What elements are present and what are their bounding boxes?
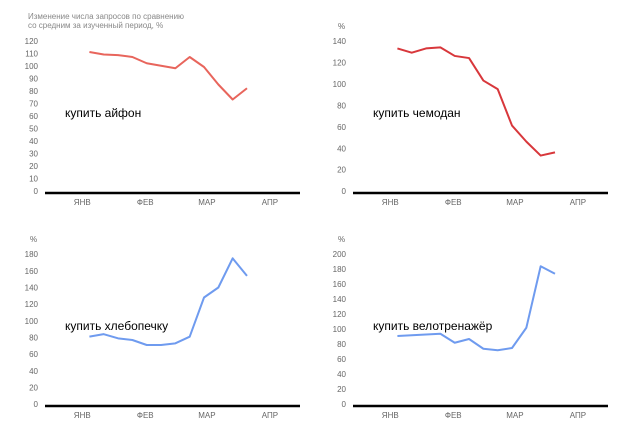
x-tick-label: МАР bbox=[506, 411, 523, 420]
y-tick-label: 80 bbox=[29, 87, 38, 96]
chart-label: купить велотренажёр bbox=[373, 319, 493, 333]
y-tick-label: 20 bbox=[29, 162, 38, 171]
y-tick-label: 160 bbox=[25, 267, 39, 276]
y-tick-label: 140 bbox=[25, 283, 39, 292]
x-tick-label: АПР bbox=[262, 411, 278, 420]
x-tick-label: ФЕВ bbox=[137, 198, 154, 207]
y-tick-label: 120 bbox=[333, 310, 347, 319]
chart-label: купить хлебопечку bbox=[65, 319, 168, 333]
y-tick-label: 60 bbox=[337, 355, 346, 364]
y-tick-label: 0 bbox=[342, 187, 347, 196]
y-tick-label: 30 bbox=[29, 150, 38, 159]
y-axis-label: % bbox=[338, 235, 345, 244]
y-tick-label: 70 bbox=[29, 100, 38, 109]
y-tick-label: 100 bbox=[25, 317, 39, 326]
x-tick-label: ЯНВ bbox=[74, 411, 91, 420]
y-tick-label: 140 bbox=[333, 295, 347, 304]
note: со средним за изученный период, % bbox=[28, 21, 163, 30]
y-tick-label: 180 bbox=[333, 265, 347, 274]
y-tick-label: 100 bbox=[333, 80, 347, 89]
y-tick-label: 0 bbox=[342, 400, 347, 409]
y-tick-label: 180 bbox=[25, 250, 39, 259]
y-tick-label: 120 bbox=[333, 59, 347, 68]
y-tick-label: 90 bbox=[29, 75, 38, 84]
x-tick-label: ЯНВ bbox=[382, 411, 399, 420]
y-tick-label: 50 bbox=[29, 125, 38, 134]
y-tick-label: 40 bbox=[337, 370, 346, 379]
y-tick-label: 100 bbox=[333, 325, 347, 334]
y-tick-label: 60 bbox=[337, 123, 346, 132]
x-tick-label: АПР bbox=[570, 198, 586, 207]
x-tick-label: МАР bbox=[198, 198, 215, 207]
y-axis-label: % bbox=[338, 22, 345, 31]
x-tick-label: АПР bbox=[570, 411, 586, 420]
y-tick-label: 0 bbox=[34, 400, 39, 409]
y-tick-label: 160 bbox=[333, 280, 347, 289]
y-tick-label: 80 bbox=[29, 333, 38, 342]
series-line bbox=[89, 257, 248, 346]
y-tick-label: 20 bbox=[337, 385, 346, 394]
x-tick-label: ЯНВ bbox=[382, 198, 399, 207]
x-tick-label: ФЕВ bbox=[445, 198, 462, 207]
note: Изменение числа запросов по сравнению bbox=[28, 12, 184, 21]
series-line bbox=[397, 46, 556, 157]
x-tick-label: МАР bbox=[198, 411, 215, 420]
chart-label: купить айфон bbox=[65, 106, 141, 120]
y-tick-label: 100 bbox=[25, 62, 39, 71]
y-tick-label: 10 bbox=[29, 175, 38, 184]
y-tick-label: 20 bbox=[337, 166, 346, 175]
y-tick-label: 140 bbox=[333, 37, 347, 46]
y-axis-label: % bbox=[30, 235, 37, 244]
x-tick-label: ФЕВ bbox=[445, 411, 462, 420]
y-tick-label: 0 bbox=[34, 187, 39, 196]
y-tick-label: 80 bbox=[337, 340, 346, 349]
y-tick-label: 60 bbox=[29, 350, 38, 359]
y-tick-label: 80 bbox=[337, 101, 346, 110]
y-tick-label: 120 bbox=[25, 37, 39, 46]
x-tick-label: МАР bbox=[506, 198, 523, 207]
y-tick-label: 60 bbox=[29, 112, 38, 121]
chart-panel: 0 10 20 30 40 50 60 70 80 90 100 110 120 ЯНВ ФЕВ МАР АПР… bbox=[25, 12, 300, 207]
chart-panel: 0 20 40 60 80 100 120 140 ЯНВ ФЕВ МАР АПР купить чем… bbox=[333, 22, 608, 207]
series-line bbox=[89, 51, 248, 101]
chart-panel: 0 20 40 60 80 100 120 140 160 180 ЯНВ ФЕВ МАР АПР купи… bbox=[25, 235, 300, 420]
y-tick-label: 40 bbox=[337, 144, 346, 153]
x-tick-label: ФЕВ bbox=[137, 411, 154, 420]
chart-panel: 0 20 40 60 80 100 120 140 160 180 200 ЯНВ ФЕВ МАР АПР к… bbox=[333, 235, 608, 420]
x-tick-label: ЯНВ bbox=[74, 198, 91, 207]
y-tick-label: 40 bbox=[29, 367, 38, 376]
y-tick-label: 40 bbox=[29, 137, 38, 146]
x-tick-label: АПР bbox=[262, 198, 278, 207]
series-line bbox=[397, 265, 556, 352]
y-tick-label: 200 bbox=[333, 250, 347, 259]
chart-label: купить чемодан bbox=[373, 106, 461, 120]
y-tick-label: 120 bbox=[25, 300, 39, 309]
y-tick-label: 20 bbox=[29, 383, 38, 392]
y-tick-label: 110 bbox=[25, 50, 38, 59]
